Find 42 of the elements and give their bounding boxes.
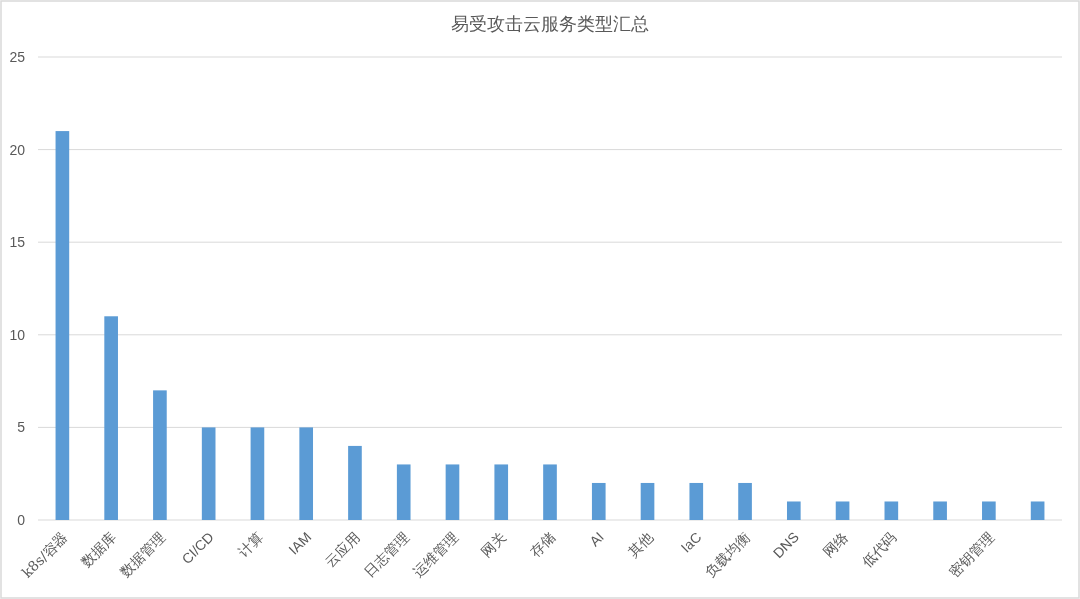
chart-title: 易受攻击云服务类型汇总: [451, 13, 649, 34]
x-tick-label: 负载均衡: [702, 528, 754, 580]
bar: [55, 131, 70, 520]
x-tick-label: 其他: [624, 528, 656, 560]
x-tick-label: AI: [586, 528, 607, 550]
bar: [396, 464, 411, 520]
y-tick-label: 20: [9, 141, 26, 158]
bar: [884, 501, 899, 520]
bar: [348, 445, 362, 520]
x-tick-label: 低代码: [858, 528, 900, 570]
bar: [201, 427, 216, 520]
x-tick-label: IaC: [677, 528, 705, 556]
bar: [543, 464, 557, 520]
bar: [591, 482, 606, 520]
bar: [299, 427, 314, 520]
bar: [445, 464, 460, 520]
bar: [640, 482, 655, 520]
bar: [982, 501, 996, 520]
y-tick-label: 5: [17, 419, 26, 436]
bar: [1030, 501, 1045, 520]
bar: [786, 501, 801, 520]
y-tick-label: 10: [9, 326, 26, 343]
x-tick-label: IAM: [285, 528, 315, 558]
bar: [494, 464, 509, 520]
y-tick-label: 15: [9, 234, 26, 251]
x-tick-label: 运维管理: [409, 528, 461, 580]
bar: [738, 482, 752, 520]
bar: [104, 316, 118, 520]
x-tick-label: 存储: [527, 528, 559, 560]
bar: [153, 390, 167, 520]
x-tick-label: 数据库: [78, 528, 120, 570]
bar: [933, 501, 947, 520]
bar: [250, 427, 265, 520]
x-tick-label: 网络: [819, 528, 851, 560]
x-tick-label: 数据管理: [117, 528, 169, 580]
x-tick-label: 计算: [234, 528, 266, 560]
bar: [689, 482, 704, 520]
y-tick-label: 25: [9, 49, 26, 65]
x-tick-label: 网关: [478, 528, 510, 560]
x-tick-label: 密钥管理: [946, 528, 997, 580]
bar: [835, 501, 850, 520]
y-tick-label: 0: [17, 512, 26, 528]
